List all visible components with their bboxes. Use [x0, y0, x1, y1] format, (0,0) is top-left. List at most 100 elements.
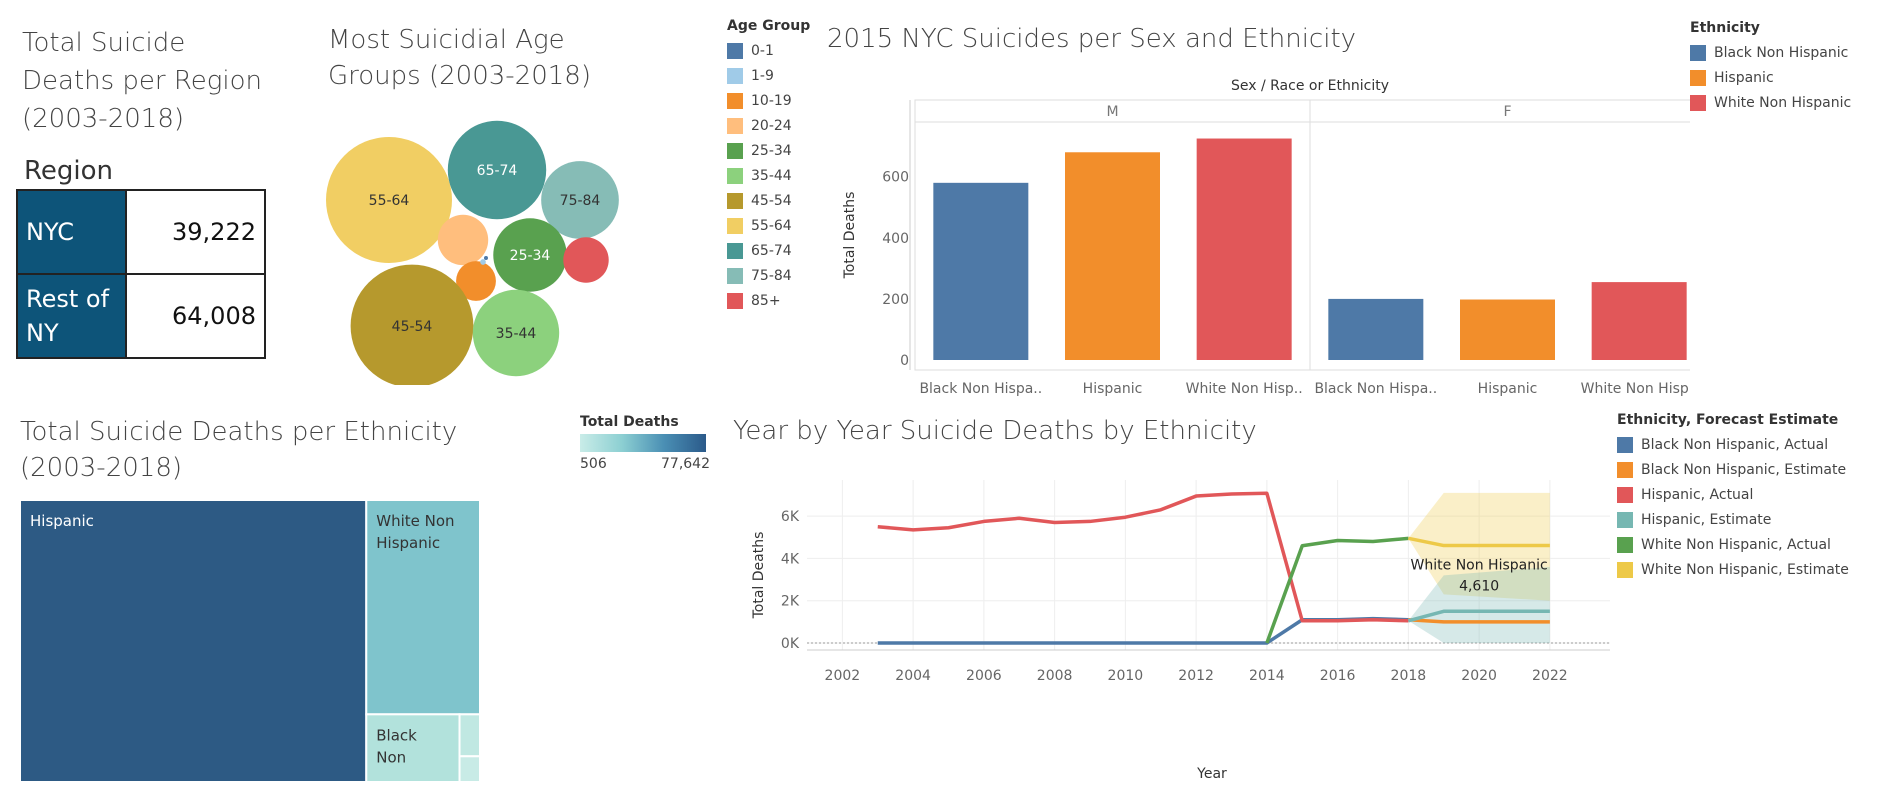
- legend-label: White Non Hispanic: [1714, 94, 1852, 111]
- age-legend-item[interactable]: 20-24: [727, 113, 837, 138]
- x-tick-label: 2014: [1249, 668, 1285, 684]
- y-tick-label: 400: [882, 231, 909, 247]
- y-tick-label: 0: [900, 353, 909, 369]
- region-label-cell: Rest of NY: [16, 273, 127, 359]
- legend-label: Black Non Hispanic, Estimate: [1641, 461, 1847, 478]
- legend-swatch: [727, 292, 743, 309]
- forecast-legend-item[interactable]: Black Non Hispanic, Estimate: [1617, 457, 1877, 482]
- treemap-cell[interactable]: [458, 713, 480, 758]
- series-line[interactable]: [1265, 536, 1409, 644]
- bubble-25-34[interactable]: [493, 218, 567, 292]
- bubble-35-44[interactable]: [472, 289, 560, 377]
- bubble-75-84[interactable]: [541, 161, 619, 239]
- bubble-55-64[interactable]: [326, 137, 452, 263]
- color-min: 506: [580, 456, 607, 472]
- x-tick-label: 2010: [1108, 668, 1144, 684]
- bar[interactable]: [1196, 138, 1292, 360]
- x-tick-label: White Non Hisp..: [1186, 381, 1303, 397]
- column-header: Sex / Race or Ethnicity: [1231, 78, 1389, 94]
- treemap: Hispanic White Non Hispanic Black Non: [20, 500, 480, 782]
- forecast-legend-title: Ethnicity, Forecast Estimate: [1617, 412, 1839, 428]
- series-line[interactable]: [1407, 609, 1550, 623]
- y-tick-label: 200: [882, 292, 909, 308]
- y-tick-label: 2K: [781, 594, 800, 610]
- bubble-label: 35-44: [496, 326, 537, 342]
- table-row[interactable]: NYC 39,222: [16, 189, 266, 275]
- legend-swatch: [1617, 436, 1633, 453]
- series-line[interactable]: [1408, 617, 1550, 624]
- legend-swatch: [1617, 486, 1633, 503]
- region-label: NYC: [26, 218, 75, 246]
- x-tick-label: 2006: [966, 668, 1002, 684]
- treemap-cell[interactable]: [458, 755, 480, 782]
- x-tick-label: 2016: [1320, 668, 1356, 684]
- age-bubble-chart: 55-64 65-74 75-84 25-34 45-54 35-44: [326, 120, 619, 385]
- x-tick-label: Hispanic: [1083, 381, 1143, 397]
- treemap-cell[interactable]: [365, 500, 480, 716]
- legend-swatch: [1617, 511, 1633, 528]
- color-max: 77,642: [661, 456, 710, 472]
- age-legend-item[interactable]: 75-84: [727, 263, 837, 288]
- bubble-0-1[interactable]: [484, 256, 488, 260]
- ethnicity-legend-item[interactable]: White Non Hispanic: [1690, 90, 1870, 115]
- bubble-10-19[interactable]: [456, 261, 496, 301]
- y-tick-label: 4K: [781, 551, 800, 567]
- age-legend-item[interactable]: 0-1: [727, 38, 837, 63]
- bar[interactable]: [1065, 152, 1160, 360]
- bar[interactable]: [1460, 299, 1555, 360]
- legend-label: 1-9: [751, 67, 774, 84]
- forecast-legend-item[interactable]: Hispanic, Actual: [1617, 482, 1877, 507]
- region-title: Total Suicide Deaths per Region (2003-20…: [22, 28, 262, 134]
- age-legend-item[interactable]: 10-19: [727, 88, 837, 113]
- x-tick-label: Black Non Hispa..: [1314, 381, 1437, 397]
- age-legend-item[interactable]: 55-64: [727, 213, 837, 238]
- legend-label: 45-54: [751, 192, 792, 209]
- legend-label: Hispanic, Actual: [1641, 486, 1754, 503]
- table-row[interactable]: Rest of NY 64,008: [16, 273, 266, 359]
- legend-swatch: [727, 142, 743, 159]
- forecast-legend-item[interactable]: White Non Hispanic, Actual: [1617, 532, 1877, 557]
- forecast-legend-item[interactable]: Hispanic, Estimate: [1617, 507, 1877, 532]
- treemap-cell[interactable]: [20, 500, 368, 782]
- legend-label: 35-44: [751, 167, 792, 184]
- legend-swatch: [1690, 69, 1706, 86]
- series-line[interactable]: [877, 491, 1409, 623]
- x-tick-label: 2008: [1037, 668, 1073, 684]
- forecast-legend-item[interactable]: Black Non Hispanic, Actual: [1617, 432, 1877, 457]
- age-legend-item[interactable]: 1-9: [727, 63, 837, 88]
- legend-label: Hispanic: [1714, 69, 1774, 86]
- ethnicity-legend-item[interactable]: Hispanic: [1690, 65, 1870, 90]
- series-line[interactable]: [1408, 536, 1550, 548]
- forecast-band: [1408, 566, 1550, 643]
- bubble-label: 65-74: [477, 163, 518, 179]
- age-legend-item[interactable]: 25-34: [727, 138, 837, 163]
- age-legend-item[interactable]: 65-74: [727, 238, 837, 263]
- age-legend-item[interactable]: 35-44: [727, 163, 837, 188]
- bubble-45-54[interactable]: [350, 264, 474, 385]
- y-tick-label: 600: [882, 170, 909, 186]
- ethnicity-legend-item[interactable]: Black Non Hispanic: [1690, 40, 1870, 65]
- bubble-85+[interactable]: [563, 237, 609, 283]
- bubble-65-74[interactable]: [447, 120, 547, 220]
- bar[interactable]: [1328, 298, 1424, 360]
- bubble-1-9[interactable]: [480, 259, 486, 265]
- bubble-label: 75-84: [560, 193, 601, 209]
- legend-label: 10-19: [751, 92, 792, 109]
- forecast-legend-item[interactable]: White Non Hispanic, Estimate: [1617, 557, 1877, 582]
- legend-swatch: [727, 92, 743, 109]
- region-value: 64,008: [172, 302, 256, 330]
- legend-label: 65-74: [751, 242, 792, 259]
- legend-swatch: [727, 167, 743, 184]
- treemap-label: Hispanic: [30, 512, 94, 530]
- panel-header-label: F: [1503, 104, 1511, 120]
- bubble-20-24[interactable]: [437, 214, 489, 266]
- bar-chart-title: 2015 NYC Suicides per Sex and Ethnicity: [827, 24, 1357, 54]
- treemap-cell[interactable]: [365, 713, 461, 782]
- age-legend-item[interactable]: 85+: [727, 288, 837, 313]
- legend-swatch: [1690, 94, 1706, 111]
- legend-swatch: [1617, 461, 1633, 478]
- age-legend-item[interactable]: 45-54: [727, 188, 837, 213]
- bar[interactable]: [1591, 282, 1687, 360]
- legend-label: White Non Hispanic, Actual: [1641, 536, 1831, 553]
- bar[interactable]: [933, 182, 1029, 360]
